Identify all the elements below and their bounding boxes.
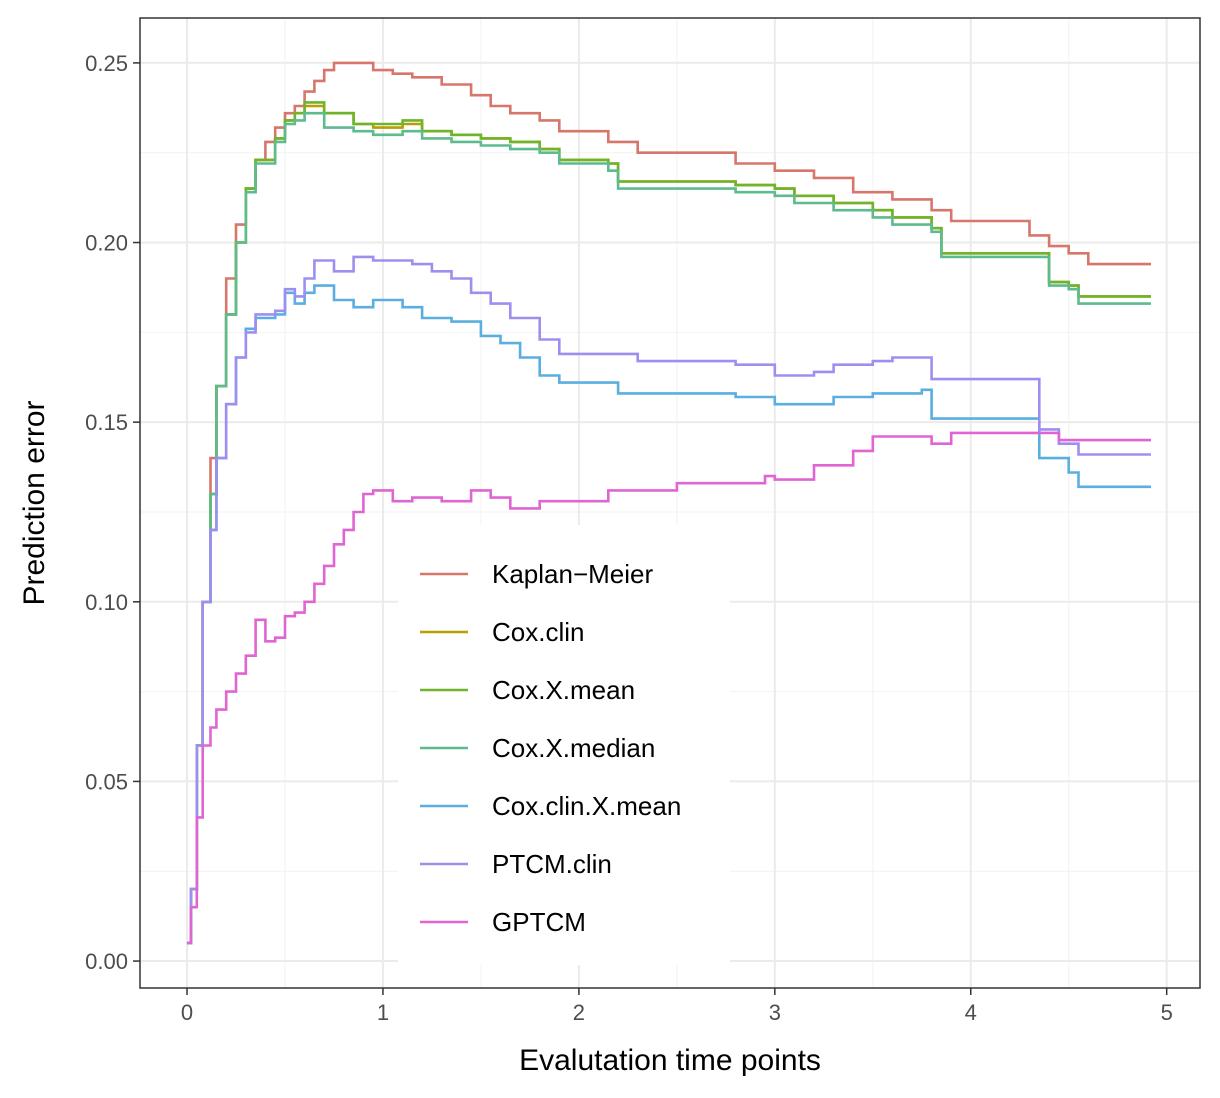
series-lines xyxy=(187,61,1151,945)
legend-background xyxy=(398,525,730,965)
x-axis-title: Evalutation time points xyxy=(519,1044,821,1077)
legend-label: PTCM.clin xyxy=(492,849,612,879)
series-line-kaplan-meier xyxy=(187,61,1151,945)
legend: Kaplan−Meier Cox.clin Cox.X.mean Cox.X.medi… xyxy=(398,525,730,965)
legend-label: Cox.X.mean xyxy=(492,675,635,705)
legend-label: Cox.clin.X.mean xyxy=(492,791,681,821)
y-tick-label: 0.25 xyxy=(85,51,128,76)
x-axis: 0 1 2 3 4 5 xyxy=(181,988,1173,1025)
series-line-ptcm-clin xyxy=(187,255,1151,945)
y-tick-label: 0.05 xyxy=(85,769,128,794)
x-tick-label: 3 xyxy=(769,1000,781,1025)
legend-label: Cox.X.median xyxy=(492,733,655,763)
x-tick-label: 0 xyxy=(181,1000,193,1025)
series-line-cox-x-median xyxy=(187,111,1151,945)
legend-label: Kaplan−Meier xyxy=(492,559,653,589)
y-tick-label: 0.10 xyxy=(85,590,128,615)
x-tick-label: 5 xyxy=(1161,1000,1173,1025)
legend-label: Cox.clin xyxy=(492,617,584,647)
y-tick-label: 0.20 xyxy=(85,231,128,256)
panel-border xyxy=(139,17,1201,989)
legend-label: GPTCM xyxy=(492,907,586,937)
x-tick-label: 2 xyxy=(573,1000,585,1025)
y-tick-label: 0.00 xyxy=(85,949,128,974)
y-tick-label: 0.15 xyxy=(85,410,128,435)
series-line-gptcm xyxy=(187,431,1151,945)
x-tick-label: 4 xyxy=(965,1000,977,1025)
x-tick-label: 1 xyxy=(377,1000,389,1025)
y-axis-title: Prediction error xyxy=(18,400,51,605)
y-axis: 0.00 0.05 0.10 0.15 0.20 0.25 xyxy=(85,51,140,974)
